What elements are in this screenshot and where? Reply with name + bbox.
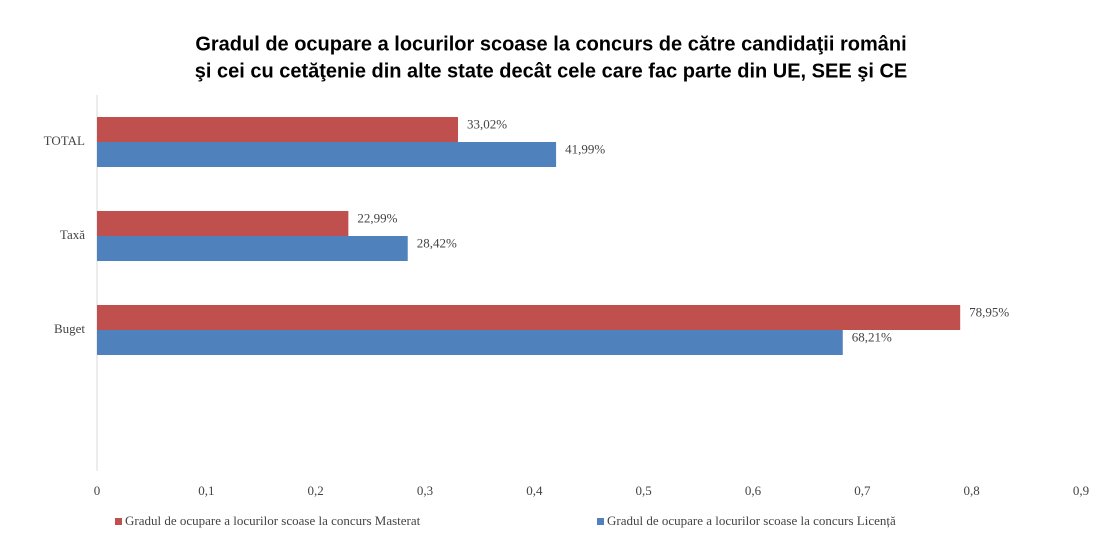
y-tick-label: Taxă <box>60 227 85 242</box>
legend-swatch <box>115 518 122 525</box>
x-tick-label: 0,2 <box>308 483 324 498</box>
x-tick-label: 0,5 <box>636 483 652 498</box>
x-tick-label: 0,4 <box>526 483 543 498</box>
x-tick-label: 0,1 <box>198 483 214 498</box>
legend-swatch <box>597 518 604 525</box>
y-tick-label: TOTAL <box>44 133 85 148</box>
x-tick-label: 0,9 <box>1073 483 1089 498</box>
chart-title: şi cei cu cetăţenie din alte state decât… <box>195 60 908 82</box>
data-label: 28,42% <box>417 235 457 250</box>
data-label: 33,02% <box>467 116 507 131</box>
legend-label: Gradul de ocupare a locurilor scoase la … <box>125 513 421 528</box>
chart-title: Gradul de ocupare a locurilor scoase la … <box>195 33 906 55</box>
bar <box>97 236 408 261</box>
bar <box>97 211 349 236</box>
x-tick-label: 0,8 <box>964 483 980 498</box>
bar <box>97 117 459 142</box>
data-label: 41,99% <box>565 141 605 156</box>
x-tick-label: 0,7 <box>854 483 871 498</box>
bar <box>97 305 961 330</box>
bar <box>97 330 843 355</box>
data-label: 68,21% <box>852 329 892 344</box>
x-tick-label: 0,3 <box>417 483 433 498</box>
legend-label: Gradul de ocupare a locurilor scoase la … <box>607 513 896 528</box>
bar <box>97 142 557 167</box>
data-label: 78,95% <box>969 304 1009 319</box>
y-tick-label: Buget <box>54 321 85 336</box>
data-label: 22,99% <box>357 210 397 225</box>
x-tick-label: 0 <box>94 483 101 498</box>
x-tick-label: 0,6 <box>745 483 762 498</box>
